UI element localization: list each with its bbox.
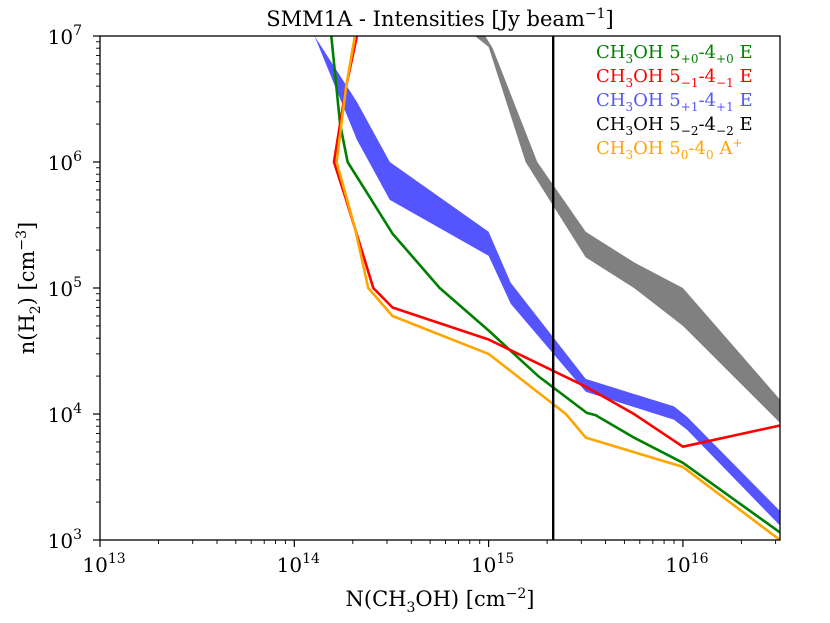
y-label-a: n(H: [15, 314, 39, 354]
x-tick-label: 1013: [82, 551, 125, 577]
band-series-2: [314, 36, 780, 526]
line-series-0: [330, 35, 781, 534]
y-tick-label: 107: [48, 23, 82, 49]
x-label-sub: 3: [406, 600, 415, 616]
x-label-c: ]: [526, 587, 534, 611]
x-label-a: N(CH: [346, 587, 407, 611]
ticks-layer: [93, 35, 777, 547]
legend-entry-2: CH3OH 5+1-4+1 E: [596, 90, 753, 114]
y-axis-label: n(H2) [cm−3]: [14, 222, 44, 355]
x-tick-label: 1014: [277, 551, 320, 577]
y-tick-label: 104: [48, 401, 82, 427]
x-tick-label: 1015: [471, 551, 514, 577]
x-label-b: OH) [cm: [415, 587, 505, 611]
legend-entry-1: CH3OH 5−1-4−1 E: [596, 66, 753, 90]
chart-title-exponent: −1: [585, 6, 606, 22]
chart-title-text: SMM1A - Intensities [Jy beam: [266, 7, 585, 31]
chart-title-tail: ]: [606, 7, 614, 31]
chart-title: SMM1A - Intensities [Jy beam−1]: [266, 6, 613, 31]
legend-entry-0: CH3OH 5+0-4+0 E: [596, 42, 753, 66]
x-tick-label: 1016: [665, 551, 708, 577]
y-tick-label: 106: [48, 149, 82, 175]
y-label-exp: −3: [14, 230, 30, 251]
legend-entry-4: CH3OH 50-40 A+: [596, 136, 742, 162]
tick-labels-layer: 1013 1014 1015 1016 103 104 105 106 107: [48, 23, 709, 577]
line-series-4: [335, 35, 781, 542]
y-tick-label: 105: [48, 275, 82, 301]
lines-layer: [330, 35, 781, 542]
line-series-1: [332, 35, 781, 449]
band-series-3: [474, 36, 780, 423]
x-axis-label: N(CH3OH) [cm−2]: [346, 586, 535, 616]
bands-layer: [314, 36, 780, 526]
y-tick-label: 103: [48, 527, 82, 553]
y-label-c: ]: [15, 222, 39, 230]
x-label-exp: −2: [506, 586, 527, 602]
y-label-b: ) [cm: [15, 250, 39, 305]
legend-entry-3: CH3OH 5−2-4−2 E: [596, 114, 753, 138]
y-label-sub: 2: [28, 305, 44, 314]
